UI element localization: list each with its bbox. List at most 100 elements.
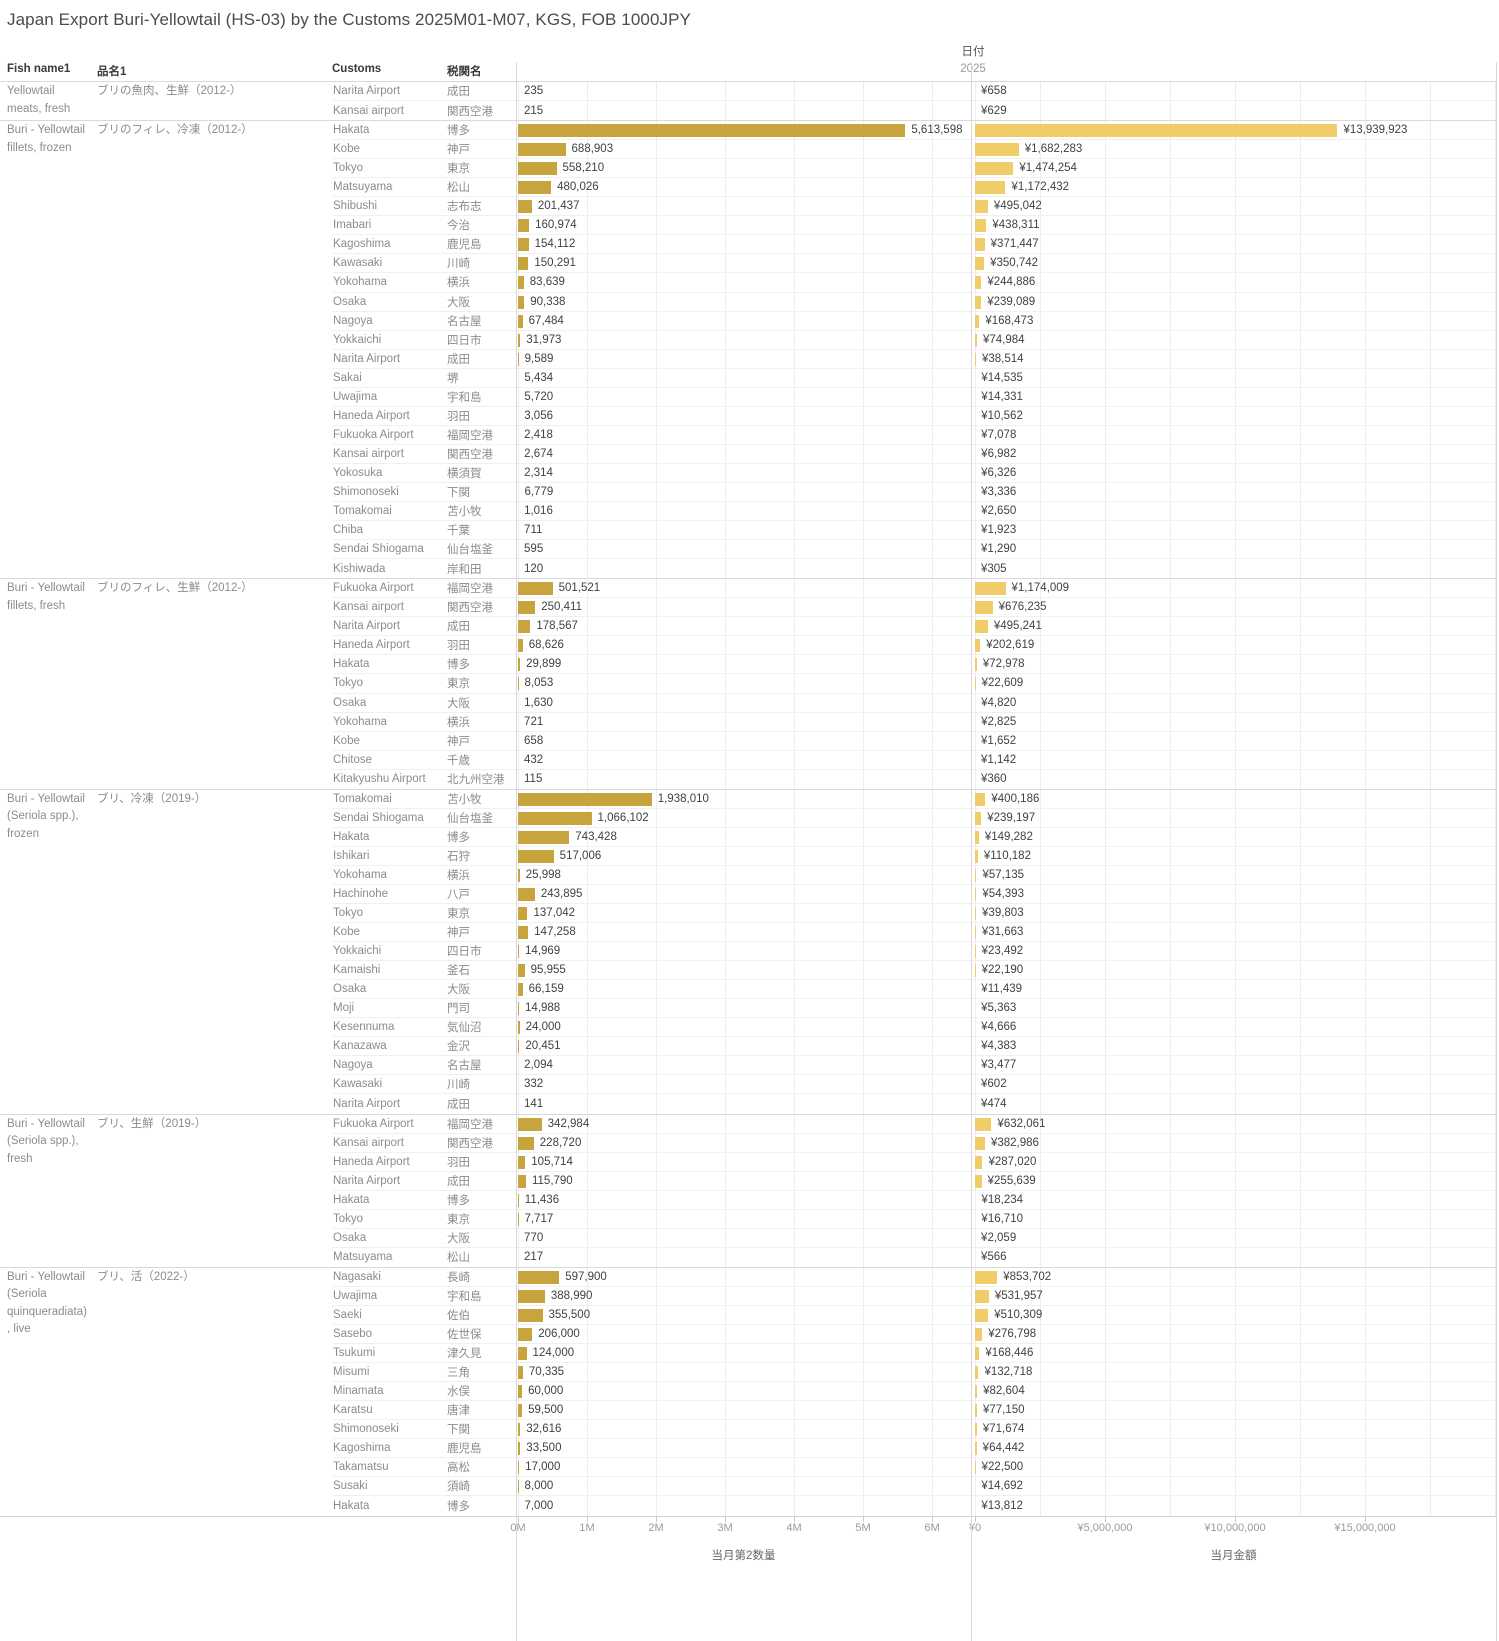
quantity-bar[interactable]	[518, 219, 530, 233]
column-header-customs[interactable]: Customs	[332, 63, 382, 75]
amount-bar[interactable]	[975, 849, 978, 863]
amount-bar[interactable]	[975, 1309, 989, 1322]
quantity-bar[interactable]	[518, 926, 529, 940]
amount-bar[interactable]	[975, 181, 1006, 195]
quantity-bar[interactable]	[518, 1270, 560, 1284]
amount-bar[interactable]	[975, 162, 1014, 176]
amount-bar[interactable]	[975, 333, 977, 347]
quantity-bar[interactable]	[518, 200, 532, 214]
quantity-bar[interactable]	[518, 945, 520, 959]
amount-bar[interactable]	[975, 1404, 977, 1418]
quantity-bar[interactable]	[518, 1309, 543, 1322]
amount-bar[interactable]	[975, 811, 982, 825]
quantity-bar[interactable]	[518, 849, 554, 863]
amount-bar[interactable]	[975, 868, 977, 882]
amount-bar[interactable]	[975, 620, 988, 634]
amount-bar[interactable]	[975, 295, 982, 309]
quantity-bar[interactable]	[518, 964, 525, 978]
amount-bar[interactable]	[975, 792, 986, 806]
quantity-bar[interactable]	[518, 1117, 542, 1131]
amount-bar[interactable]	[975, 1328, 983, 1342]
quantity-bar[interactable]	[518, 314, 523, 328]
amount-bar[interactable]	[975, 143, 1019, 157]
quantity-bar[interactable]	[518, 811, 592, 825]
amount-bar[interactable]	[975, 1385, 978, 1399]
amount-bar[interactable]	[975, 677, 976, 691]
amount-bar[interactable]	[975, 945, 976, 959]
quantity-bar[interactable]	[518, 792, 652, 806]
amount-bar[interactable]	[975, 1117, 992, 1131]
amount-bar[interactable]	[975, 1442, 977, 1456]
quantity-bar[interactable]	[518, 276, 524, 290]
quantity-bar[interactable]	[518, 601, 536, 615]
quantity-bar[interactable]	[518, 639, 523, 653]
quantity-bar[interactable]	[518, 1442, 521, 1456]
column-header-fish-name[interactable]: Fish name1	[7, 63, 71, 75]
amount-bar[interactable]	[975, 219, 987, 233]
quantity-bar[interactable]	[518, 238, 529, 252]
amount-bar[interactable]	[975, 964, 976, 978]
quantity-bar[interactable]	[518, 124, 906, 138]
amount-bar[interactable]	[975, 582, 1006, 596]
amount-bar[interactable]	[975, 658, 977, 672]
amount-bar[interactable]	[975, 1289, 989, 1303]
quantity-bar[interactable]	[518, 257, 529, 271]
quantity-bar[interactable]	[518, 1423, 521, 1437]
quantity-bar[interactable]	[518, 333, 521, 347]
amount-bar[interactable]	[975, 1270, 998, 1284]
quantity-bar[interactable]	[518, 983, 523, 997]
amount-bar[interactable]	[975, 907, 977, 921]
quantity-bar[interactable]	[518, 1040, 520, 1054]
quantity-bar[interactable]	[518, 1347, 527, 1361]
quantity-bar[interactable]	[518, 295, 525, 309]
amount-bar[interactable]	[975, 830, 979, 844]
quantity-bar[interactable]	[518, 181, 552, 195]
column-header-product-ja[interactable]: 品名1	[97, 66, 127, 78]
quantity-bar[interactable]	[518, 887, 535, 901]
quantity-bar[interactable]	[518, 907, 528, 921]
amount-bar[interactable]	[975, 639, 981, 653]
amount-bar[interactable]	[975, 1155, 983, 1169]
quantity-bar[interactable]	[518, 582, 553, 596]
amount-bar[interactable]	[975, 1461, 976, 1475]
amount-bar[interactable]	[975, 257, 985, 271]
quantity-bar[interactable]	[518, 830, 570, 844]
quantity-bar[interactable]	[518, 1385, 523, 1399]
quantity-bar[interactable]	[518, 352, 519, 366]
quantity-bar[interactable]	[518, 658, 521, 672]
quantity-bar[interactable]	[518, 1136, 534, 1150]
amount-bar[interactable]	[975, 200, 988, 214]
amount-bar[interactable]	[975, 1174, 982, 1188]
amount-bar[interactable]	[975, 276, 982, 290]
quantity-bar[interactable]	[518, 1289, 545, 1303]
quantity-bar[interactable]	[518, 143, 566, 157]
quantity-bar[interactable]	[518, 1328, 533, 1342]
quantity-bar[interactable]	[518, 1480, 519, 1494]
quantity-bar[interactable]	[518, 1404, 523, 1418]
amount-bar[interactable]	[975, 601, 993, 615]
quantity-bar[interactable]	[518, 868, 520, 882]
quantity-bar[interactable]	[518, 677, 519, 691]
quantity-bar[interactable]	[518, 620, 531, 634]
amount-bar[interactable]	[975, 1423, 977, 1437]
quantity-bar[interactable]	[518, 1174, 526, 1188]
quantity-bar[interactable]	[518, 1212, 519, 1226]
quantity-bar[interactable]	[518, 1461, 520, 1475]
amount-bar[interactable]	[975, 352, 976, 366]
quantity-bar[interactable]	[518, 1193, 519, 1207]
amount-bar[interactable]	[975, 1136, 985, 1150]
amount-bar[interactable]	[975, 238, 985, 252]
quantity-bar[interactable]	[518, 1155, 526, 1169]
quantity-bar[interactable]	[518, 162, 557, 176]
amount-bar[interactable]	[975, 314, 980, 328]
column-header-customs-ja[interactable]: 税関名	[447, 66, 482, 78]
amount-bar[interactable]	[975, 1347, 980, 1361]
quantity-bar[interactable]	[518, 1021, 520, 1035]
quantity-bar[interactable]	[518, 1366, 523, 1380]
amount-bar[interactable]	[975, 887, 977, 901]
amount-bar[interactable]	[975, 1366, 979, 1380]
amount-value-label: ¥14,331	[981, 390, 1023, 403]
amount-bar[interactable]	[975, 124, 1338, 138]
amount-bar[interactable]	[975, 926, 976, 940]
quantity-bar[interactable]	[518, 1002, 520, 1016]
